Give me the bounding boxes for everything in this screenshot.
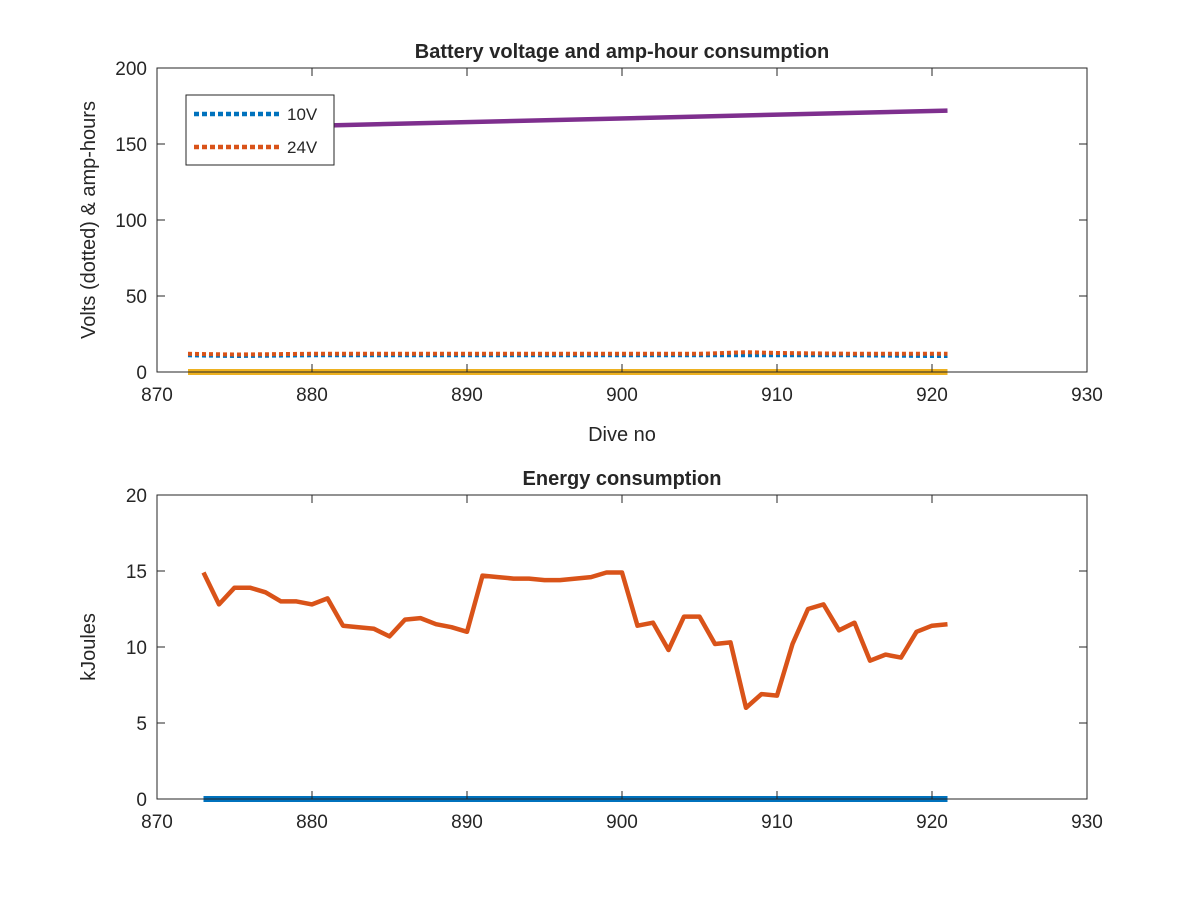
energy-y-tick-label-0: 0 [136, 790, 147, 811]
voltage-amphour-y-tick-label-0: 0 [136, 363, 147, 384]
voltage-amphour-ticks: 870 880 890 900 910 920 930 0 50 100 150 200 [115, 59, 1103, 406]
voltage-amphour-x-tick-label-3: 900 [606, 385, 638, 406]
energy-x-tick-label-4: 910 [761, 812, 793, 833]
voltage-amphour-x-tick-label-0: 870 [141, 385, 173, 406]
energy-y-tick-label-1: 5 [136, 714, 147, 735]
energy-x-tick-label-2: 890 [451, 812, 483, 833]
energy-x-tick-label-1: 880 [296, 812, 328, 833]
energy-x-tick-label-5: 920 [916, 812, 948, 833]
voltage-legend-box [185, 94, 335, 166]
series-24v-line [187, 350, 948, 357]
energy-x-tick-label-6: 930 [1071, 812, 1103, 833]
voltage-amphour-title: Battery voltage and amp-hour consumption [415, 41, 829, 63]
voltage-amphour-panel: 870 880 890 900 910 920 930 0 50 100 150 200 Batter… [78, 41, 1103, 446]
voltage-amphour-y-tick-label-1: 50 [126, 287, 147, 308]
voltage-amphour-x-axis-label: Dive no [588, 424, 656, 446]
energy-x-tick-label-0: 870 [141, 812, 173, 833]
energy-y-tick-label-4: 20 [126, 486, 147, 507]
energy-panel: 870 880 890 900 910 920 930 0 5 10 15 20 Energy con… [78, 468, 1103, 833]
energy-y-tick-label-3: 15 [126, 562, 147, 583]
voltage-amphour-y-axis-label: Volts (dotted) & amp-hours [78, 101, 100, 339]
voltage-amphour-x-tick-label-1: 880 [296, 385, 328, 406]
legend-10v-label: 10V [287, 105, 318, 124]
voltage-amphour-x-tick-label-2: 890 [451, 385, 483, 406]
voltage-amphour-y-tick-label-4: 200 [115, 59, 147, 80]
voltage-amphour-x-tick-label-6: 930 [1071, 385, 1103, 406]
energy-series-0-line [201, 570, 948, 711]
energy-y-axis-label: kJoules [78, 613, 100, 681]
legend-24v-label: 24V [287, 138, 318, 157]
energy-y-tick-label-2: 10 [126, 638, 147, 659]
voltage-legend: 10V 24V [185, 94, 335, 166]
voltage-amphour-x-tick-label-5: 920 [916, 385, 948, 406]
energy-x-tick-label-3: 900 [606, 812, 638, 833]
energy-ticks: 870 880 890 900 910 920 930 0 5 10 15 20 [126, 486, 1103, 833]
energy-title: Energy consumption [523, 468, 722, 490]
voltage-amphour-y-tick-label-3: 150 [115, 135, 147, 156]
voltage-amphour-x-tick-label-4: 910 [761, 385, 793, 406]
voltage-amphour-y-tick-label-2: 100 [115, 211, 147, 232]
